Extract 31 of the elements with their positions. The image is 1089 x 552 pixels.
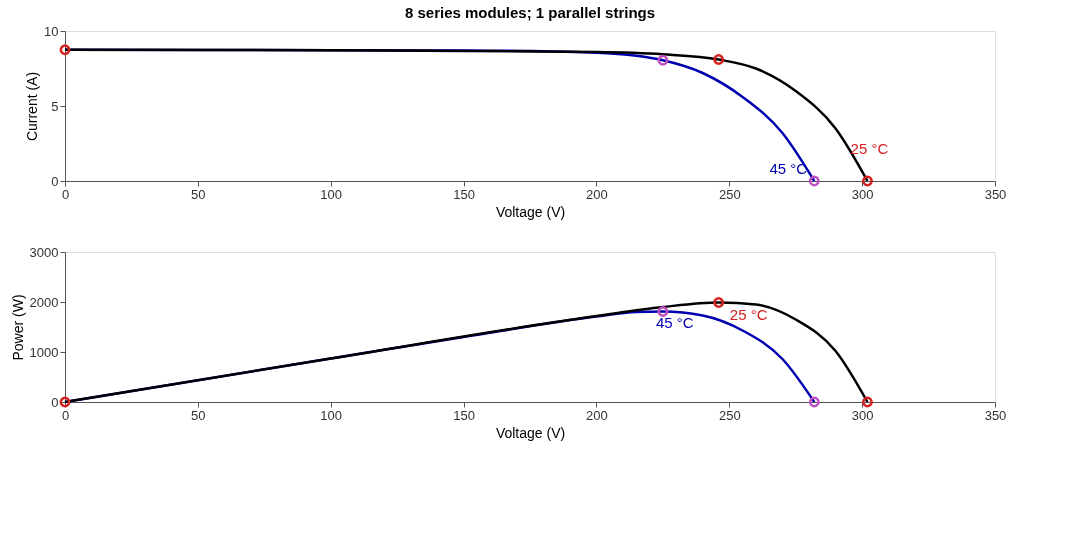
x-tick-label: 100: [320, 407, 343, 423]
chart-title: 8 series modules; 1 parallel strings: [404, 4, 656, 21]
y-tick-label: 1000: [29, 344, 59, 360]
x-tick-label: 250: [718, 407, 741, 423]
x-tick-label: 150: [453, 407, 475, 423]
x-tick-label: 50: [191, 186, 206, 202]
x-tick-label: 300: [851, 186, 874, 202]
x-tick-label: 350: [984, 186, 1007, 202]
series-label: 25 °C: [729, 305, 768, 323]
x-axis-title: Voltage (V): [495, 424, 566, 441]
x-axis-title: Voltage (V): [495, 203, 566, 220]
y-tick-label: 0: [51, 394, 59, 410]
x-tick-label: 0: [61, 407, 70, 423]
series-label: 25 °C: [850, 140, 889, 157]
x-tick-label: 250: [718, 186, 741, 202]
x-tick-label: 50: [191, 407, 206, 423]
y-axis-title: Current (A): [24, 71, 41, 142]
x-tick-label: 300: [851, 407, 874, 423]
y-tick-label: 0: [51, 173, 59, 189]
x-tick-label: 150: [453, 186, 475, 202]
y-tick-label: 2000: [29, 294, 59, 310]
series-label: 45 °C: [656, 313, 694, 331]
x-tick-label: 0: [61, 186, 70, 202]
x-tick-label: 350: [984, 407, 1007, 423]
y-tick-label: 5: [51, 98, 59, 114]
y-axis-title: Power (W): [9, 294, 26, 361]
x-tick-label: 200: [586, 407, 608, 423]
x-tick-label: 100: [320, 186, 343, 202]
x-tick-label: 200: [586, 186, 608, 202]
y-tick-label: 10: [44, 23, 59, 39]
y-tick-label: 3000: [29, 244, 59, 260]
